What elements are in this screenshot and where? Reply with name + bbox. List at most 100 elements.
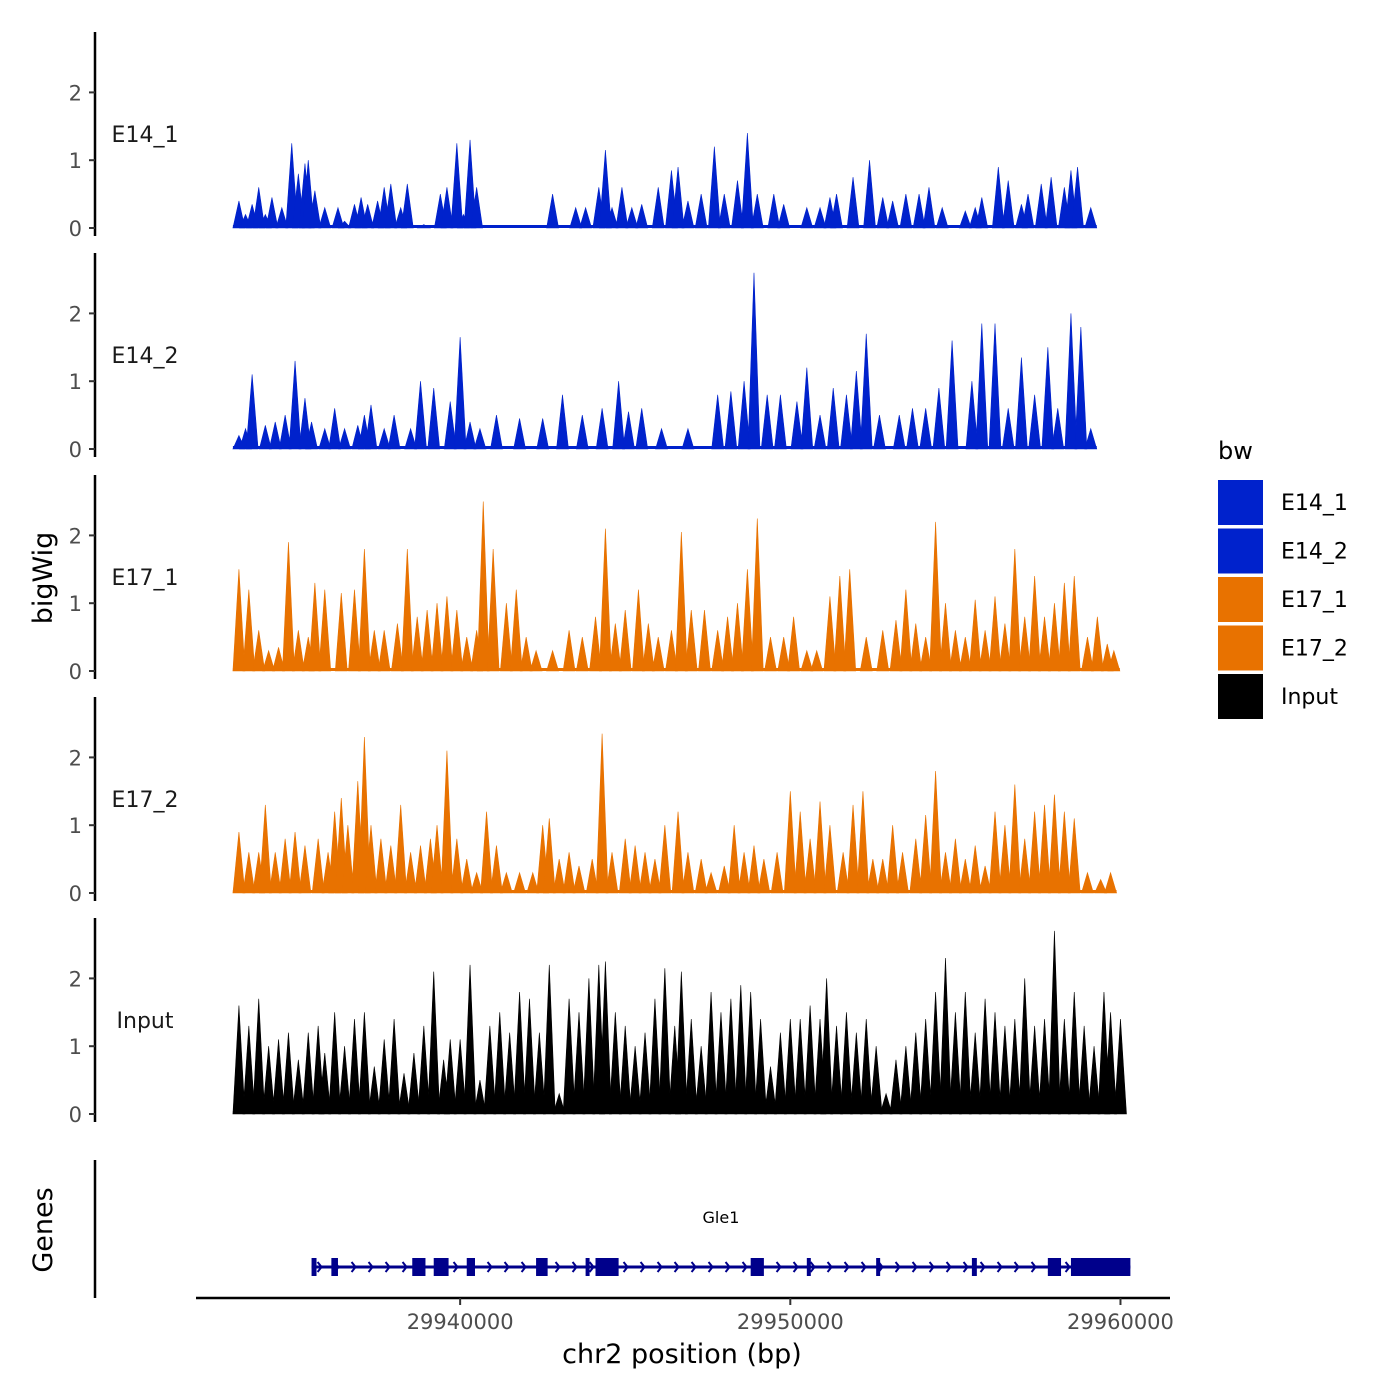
area-peak: [529, 649, 543, 672]
area-peak: [493, 1012, 507, 1115]
area-peak: [608, 1012, 622, 1115]
area-peak: [1091, 616, 1104, 672]
area-peak: [909, 623, 923, 672]
area-peak: [572, 1012, 586, 1115]
area-peak: [641, 623, 655, 672]
area-peak: [675, 531, 688, 672]
area-peak: [764, 637, 777, 672]
area-peak: [741, 133, 754, 229]
area-peak: [245, 374, 259, 450]
area-peak: [490, 415, 503, 450]
area-peak: [348, 1019, 361, 1115]
area-peak: [556, 394, 569, 450]
y-tick-label: 2: [69, 746, 82, 770]
track-E17_1: 0 1 2 E17_1: [69, 475, 1121, 684]
area-peak: [1058, 811, 1071, 894]
area-peak: [625, 206, 639, 229]
area-peak: [536, 418, 550, 450]
area-peak: [741, 569, 754, 672]
area-peak: [288, 831, 302, 894]
y-tick-label: 1: [69, 814, 82, 838]
y-tick-label: 0: [69, 217, 82, 241]
area-peak: [328, 1012, 341, 1115]
y-tick-label: 1: [69, 370, 82, 394]
area-peak: [774, 1032, 787, 1115]
gene-exon: [311, 1258, 317, 1276]
x-axis: 29940000 29950000 29960000: [196, 1296, 1174, 1334]
area-peak: [909, 838, 923, 894]
track-E17_2: 0 1 2 E17_2: [69, 697, 1117, 906]
area-peak: [397, 1073, 411, 1115]
area-peak: [1051, 408, 1065, 450]
area-peak: [427, 971, 441, 1115]
area-peak: [750, 518, 764, 672]
area-peak: [866, 859, 880, 894]
strand-arrow: [792, 1261, 799, 1273]
x-tick-label: 29960000: [1067, 1310, 1174, 1334]
y-tick-label: 2: [69, 967, 82, 991]
strand-arrow: [996, 1261, 1003, 1273]
area-peak: [793, 811, 807, 894]
area-peak: [727, 825, 741, 894]
area-peak: [704, 871, 718, 894]
area-peak: [731, 603, 744, 672]
strand-arrow: [673, 1261, 680, 1273]
area-peak: [232, 569, 246, 672]
area-peak: [358, 548, 371, 672]
area-peak: [698, 609, 711, 672]
strand-arrow: [452, 1261, 459, 1273]
genes-layer: Gle1: [93, 1160, 1131, 1298]
strand-arrow: [316, 1261, 323, 1273]
area-peak: [793, 1019, 807, 1115]
area-base: [232, 890, 1117, 893]
gene-exon: [750, 1258, 764, 1276]
area-peak: [1028, 394, 1041, 450]
strand-arrow: [860, 1261, 867, 1273]
area-peak: [651, 187, 665, 229]
strand-arrow: [843, 1261, 850, 1273]
area-peak: [1021, 194, 1035, 229]
area-peak: [958, 859, 972, 894]
area-peak: [288, 360, 302, 450]
area-peak: [988, 596, 1002, 672]
area-peak: [499, 871, 513, 894]
area-peak: [757, 859, 771, 894]
area-peak: [1074, 326, 1088, 450]
area-peak: [929, 521, 942, 672]
strand-arrow: [741, 1261, 748, 1273]
area-peak: [737, 852, 751, 894]
area-peak: [268, 421, 282, 450]
area-peak: [480, 811, 493, 894]
gene-exon: [412, 1258, 426, 1276]
strand-arrow: [1030, 1261, 1037, 1273]
area-peak: [1034, 183, 1048, 229]
area-peak: [1084, 206, 1098, 229]
area-peak: [334, 593, 348, 672]
area-peak: [1081, 871, 1094, 894]
area-peak: [998, 1025, 1012, 1115]
area-peak: [252, 630, 266, 672]
y-tick-label: 0: [69, 882, 82, 906]
area-peak: [859, 637, 873, 672]
strand-arrow: [656, 1261, 663, 1273]
area-peak: [414, 381, 427, 450]
x-axis-title: chr2 position (bp): [562, 1339, 802, 1370]
area-peak: [886, 200, 900, 229]
strand-arrow: [707, 1261, 714, 1273]
area-base: [232, 446, 1097, 449]
area-peak: [638, 852, 652, 894]
area-peak: [919, 408, 933, 450]
area-base: [232, 668, 1120, 671]
area-peak: [787, 616, 800, 672]
area-peak: [800, 649, 814, 672]
area-peak: [968, 845, 982, 894]
area-peak: [542, 964, 556, 1115]
area-peak: [949, 630, 962, 672]
area-peak: [1008, 1019, 1022, 1115]
area-peak: [546, 649, 559, 672]
area-peak: [272, 1039, 285, 1115]
area-peak: [988, 323, 1002, 450]
area-peak: [572, 865, 586, 894]
gene-exon: [595, 1258, 619, 1276]
